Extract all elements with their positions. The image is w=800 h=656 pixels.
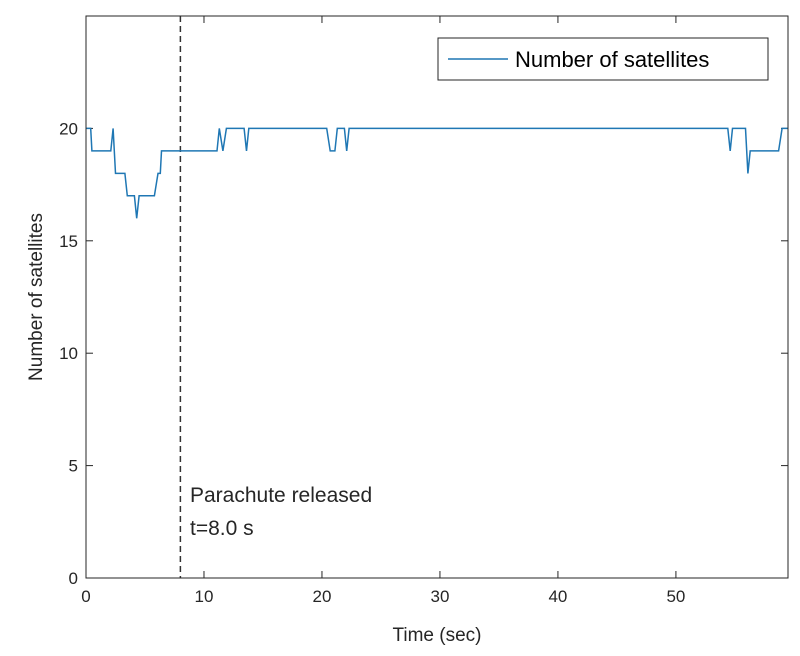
x-tick-label: 0 (81, 587, 90, 606)
y-tick-label: 10 (59, 344, 78, 363)
series-line-number-of-satellites (86, 127, 788, 219)
x-tick-label: 20 (313, 587, 332, 606)
legend-label: Number of satellites (515, 47, 709, 72)
y-axis-label: Number of satellites (26, 213, 47, 381)
y-tick-label: 20 (59, 119, 78, 138)
x-tick-label: 40 (548, 587, 567, 606)
axes-box (85, 15, 789, 579)
x-tick-label: 50 (666, 587, 685, 606)
plot-area (86, 16, 788, 578)
y-tick-label: 5 (69, 457, 78, 476)
x-tick-label: 10 (195, 587, 214, 606)
annotation-line-2: t=8.0 s (190, 517, 254, 540)
legend: Number of satellites (437, 37, 769, 81)
annotation-line-1: Parachute released (190, 484, 372, 507)
x-tick-label: 30 (430, 587, 449, 606)
x-axis-label: Time (sec) (392, 625, 481, 646)
y-tick-label: 0 (69, 569, 78, 588)
y-tick-label: 15 (59, 232, 78, 251)
